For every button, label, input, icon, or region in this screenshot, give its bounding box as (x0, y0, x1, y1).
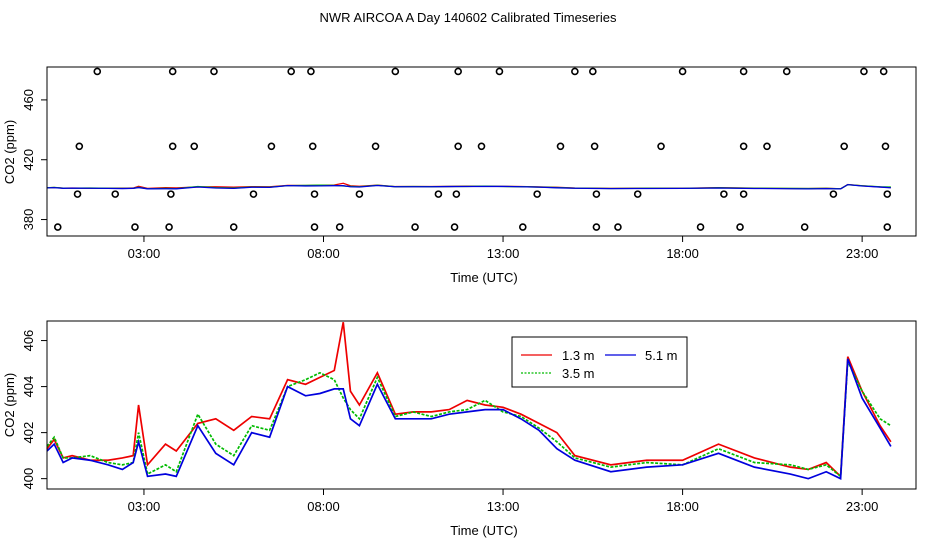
calibration-point (592, 190, 601, 198)
y-tick-label: 380 (21, 209, 36, 231)
calibration-point (249, 190, 258, 198)
y-tick-label: 402 (21, 422, 36, 444)
chart-legend: 1.3 m 3.5 m 5.1 m (511, 336, 688, 388)
line-x-axis-label: Time (UTC) (450, 523, 517, 538)
legend-label-3-5m: 3.5 m (562, 366, 595, 381)
calibration-point (556, 142, 565, 151)
calibration-point (53, 223, 62, 231)
calibration-point (800, 223, 809, 231)
calibration-point (434, 190, 443, 198)
x-tick-label: 23:00 (846, 246, 879, 261)
calibration-point (167, 190, 175, 198)
y-tick-label: 406 (21, 330, 36, 352)
x-tick-label: 13:00 (487, 246, 520, 261)
calibration-point (287, 67, 295, 76)
calibration-point (391, 67, 400, 76)
calibration-point (165, 223, 173, 231)
series-line-5-1-m (46, 358, 892, 480)
calibration-point (111, 190, 120, 198)
x-tick-label: 03:00 (128, 246, 161, 261)
calibration-point (450, 223, 459, 231)
calibration-point (571, 67, 579, 76)
calibration-point (210, 67, 218, 76)
line-plot-area (46, 321, 892, 480)
calibration-point (589, 67, 597, 76)
calibration-point (371, 142, 380, 151)
line-panel: Time (UTC) CO2 (ppm) 1.3 m 3.5 m 5.1 m 0… (2, 320, 917, 538)
y-tick-label: 404 (21, 376, 36, 398)
ambient-trace-2 (46, 183, 891, 190)
calibration-point (739, 67, 748, 76)
calibration-point (860, 67, 868, 76)
legend-label-5-1m: 5.1 m (645, 348, 678, 363)
x-tick-label: 23:00 (846, 499, 879, 514)
calibration-point (678, 67, 687, 76)
scatter-plot-area (46, 67, 892, 231)
x-tick-label: 13:00 (487, 499, 520, 514)
x-tick-label: 08:00 (307, 499, 340, 514)
calibration-point (355, 190, 364, 198)
legend-label-1-3m: 1.3 m (562, 348, 595, 363)
scatter-y-axis-label: CO2 (ppm) (2, 120, 17, 184)
calibration-point (696, 223, 705, 231)
calibration-point (614, 223, 622, 231)
calibration-point (592, 223, 601, 231)
calibration-point (477, 142, 486, 151)
calibration-point (883, 190, 892, 198)
calibration-point (829, 190, 838, 198)
calibration-point (454, 67, 462, 76)
calibration-point (739, 142, 748, 151)
calibration-point (720, 190, 728, 198)
y-tick-label: 420 (21, 149, 36, 171)
calibration-point (131, 223, 139, 231)
calibration-point (190, 142, 199, 151)
calibration-point (310, 223, 319, 231)
calibration-point (411, 223, 419, 231)
calibration-point (883, 223, 892, 231)
calibration-point (736, 223, 744, 231)
x-tick-label: 03:00 (128, 499, 161, 514)
calibration-point (335, 223, 344, 231)
calibration-point (881, 142, 890, 151)
calibration-point (229, 223, 238, 231)
calibration-point (454, 142, 462, 151)
scatter-panel: Time (UTC) CO2 (ppm) 03:00 08:00 13:00 18:0… (2, 66, 917, 285)
calibration-point (75, 142, 84, 151)
series-line-1-3-m (46, 321, 892, 479)
calibration-point (168, 67, 177, 76)
calibration-point (633, 190, 642, 198)
calibration-point (518, 223, 527, 231)
calibration-point (308, 142, 317, 151)
calibration-point (533, 190, 541, 198)
calibration-point (93, 67, 102, 76)
calibration-point (739, 190, 748, 198)
calibration-point (310, 190, 319, 198)
calibration-point (307, 67, 315, 76)
x-tick-label: 18:00 (666, 246, 699, 261)
legend-box (511, 336, 688, 388)
calibration-point (267, 142, 276, 151)
scatter-x-axis-label: Time (UTC) (450, 270, 517, 285)
calibration-point (452, 190, 461, 198)
x-tick-label: 08:00 (307, 246, 340, 261)
calibration-point (782, 67, 791, 76)
scatter-plot-frame (46, 66, 917, 237)
series-line-3-5-m (46, 357, 892, 479)
y-tick-label: 460 (21, 89, 36, 111)
calibration-point (590, 142, 599, 151)
calibration-point (763, 142, 771, 151)
calibration-point (657, 142, 665, 151)
chart-title: NWR AIRCOA A Day 140602 Calibrated Times… (320, 10, 617, 25)
calibration-point (840, 142, 848, 151)
line-y-axis-label: CO2 (ppm) (2, 373, 17, 437)
calibration-point (495, 67, 504, 76)
y-tick-label: 400 (21, 468, 36, 490)
calibration-point (168, 142, 177, 151)
calibration-point (73, 190, 82, 198)
calibration-point (879, 67, 888, 76)
x-tick-label: 18:00 (666, 499, 699, 514)
